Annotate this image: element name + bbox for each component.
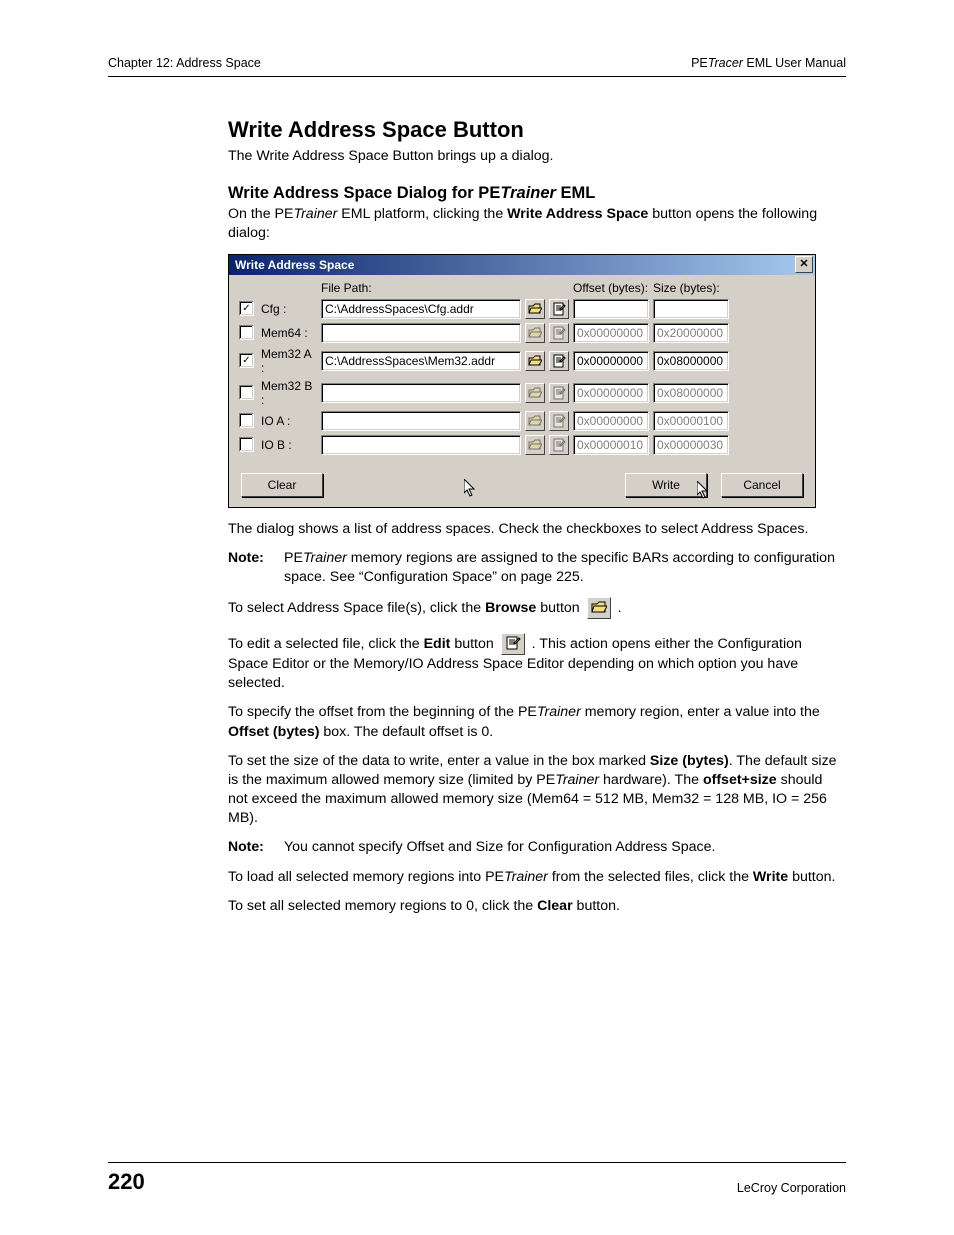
close-icon[interactable]: ✕ bbox=[795, 256, 813, 273]
header-right: PETracer EML User Manual bbox=[691, 56, 846, 70]
filepath-input bbox=[321, 435, 521, 455]
write-address-space-dialog: Write Address Space ✕ File Path: Offset … bbox=[228, 254, 816, 508]
row-checkbox[interactable] bbox=[239, 413, 254, 428]
size-input[interactable]: 0x08000000 bbox=[653, 351, 729, 371]
page-footer: 220 LeCroy Corporation bbox=[108, 1162, 846, 1195]
row-label: Cfg : bbox=[261, 302, 317, 316]
header-left: Chapter 12: Address Space bbox=[108, 56, 261, 70]
size-input: 0x20000000 bbox=[653, 323, 729, 343]
row-checkbox[interactable]: ✓ bbox=[239, 301, 254, 316]
filepath-input bbox=[321, 383, 521, 403]
edit-icon[interactable] bbox=[549, 299, 569, 319]
row-label: IO A : bbox=[261, 414, 317, 428]
page-header: Chapter 12: Address Space PETracer EML U… bbox=[108, 56, 846, 77]
edit-icon[interactable] bbox=[549, 351, 569, 371]
row-checkbox[interactable]: ✓ bbox=[239, 353, 254, 368]
row-checkbox[interactable] bbox=[239, 437, 254, 452]
browse-icon bbox=[525, 383, 545, 403]
browse-icon bbox=[525, 323, 545, 343]
size-input: 0x00000100 bbox=[653, 411, 729, 431]
size-input[interactable] bbox=[653, 299, 729, 319]
browse-icon bbox=[525, 411, 545, 431]
row-label: IO B : bbox=[261, 438, 317, 452]
offset-input: 0x00000000 bbox=[573, 383, 649, 403]
row-checkbox[interactable] bbox=[239, 325, 254, 340]
col-filepath: File Path: bbox=[321, 281, 521, 295]
para-2: On the PETrainer EML platform, clicking … bbox=[228, 205, 846, 243]
para-4: To select Address Space file(s), click t… bbox=[228, 597, 846, 619]
heading-1: Write Address Space Button bbox=[228, 117, 846, 143]
edit-icon bbox=[501, 633, 525, 655]
offset-input: 0x00000010 bbox=[573, 435, 649, 455]
row-label: Mem64 : bbox=[261, 326, 317, 340]
browse-icon bbox=[587, 597, 611, 619]
offset-input[interactable] bbox=[573, 299, 649, 319]
para-6: To specify the offset from the beginning… bbox=[228, 703, 846, 741]
para-5: To edit a selected file, click the Edit … bbox=[228, 633, 846, 693]
offset-input[interactable]: 0x00000000 bbox=[573, 351, 649, 371]
edit-icon bbox=[549, 411, 569, 431]
dialog-titlebar: Write Address Space ✕ bbox=[229, 255, 815, 275]
dialog-grid: File Path: Offset (bytes): Size (bytes):… bbox=[239, 281, 805, 455]
size-input: 0x08000000 bbox=[653, 383, 729, 403]
browse-icon[interactable] bbox=[525, 299, 545, 319]
size-input: 0x00000030 bbox=[653, 435, 729, 455]
row-label: Mem32 B : bbox=[261, 379, 317, 407]
intro-para: The Write Address Space Button brings up… bbox=[228, 147, 846, 166]
dialog-title: Write Address Space bbox=[235, 258, 354, 272]
note-1: Note: PETrainer memory regions are assig… bbox=[228, 549, 846, 587]
filepath-input[interactable]: C:\AddressSpaces\Mem32.addr bbox=[321, 351, 521, 371]
row-label: Mem32 A : bbox=[261, 347, 317, 375]
footer-corp: LeCroy Corporation bbox=[737, 1181, 846, 1195]
edit-icon bbox=[549, 435, 569, 455]
col-size: Size (bytes): bbox=[653, 281, 729, 295]
filepath-input bbox=[321, 411, 521, 431]
edit-icon bbox=[549, 383, 569, 403]
edit-icon bbox=[549, 323, 569, 343]
browse-icon[interactable] bbox=[525, 351, 545, 371]
cancel-button[interactable]: Cancel bbox=[721, 473, 803, 497]
para-9: To set all selected memory regions to 0,… bbox=[228, 897, 846, 916]
clear-button[interactable]: Clear bbox=[241, 473, 323, 497]
offset-input: 0x00000000 bbox=[573, 323, 649, 343]
para-8: To load all selected memory regions into… bbox=[228, 868, 846, 887]
write-button[interactable]: Write bbox=[625, 473, 707, 497]
para-7: To set the size of the data to write, en… bbox=[228, 752, 846, 829]
page-number: 220 bbox=[108, 1169, 145, 1195]
para-3: The dialog shows a list of address space… bbox=[228, 520, 846, 539]
col-offset: Offset (bytes): bbox=[573, 281, 649, 295]
cursor-icon bbox=[464, 479, 480, 499]
filepath-input[interactable]: C:\AddressSpaces\Cfg.addr bbox=[321, 299, 521, 319]
filepath-input bbox=[321, 323, 521, 343]
cursor-icon bbox=[697, 481, 713, 501]
row-checkbox[interactable] bbox=[239, 385, 254, 400]
heading-2: Write Address Space Dialog for PETrainer… bbox=[228, 184, 846, 203]
browse-icon bbox=[525, 435, 545, 455]
note-2: Note: You cannot specify Offset and Size… bbox=[228, 838, 846, 857]
offset-input: 0x00000000 bbox=[573, 411, 649, 431]
